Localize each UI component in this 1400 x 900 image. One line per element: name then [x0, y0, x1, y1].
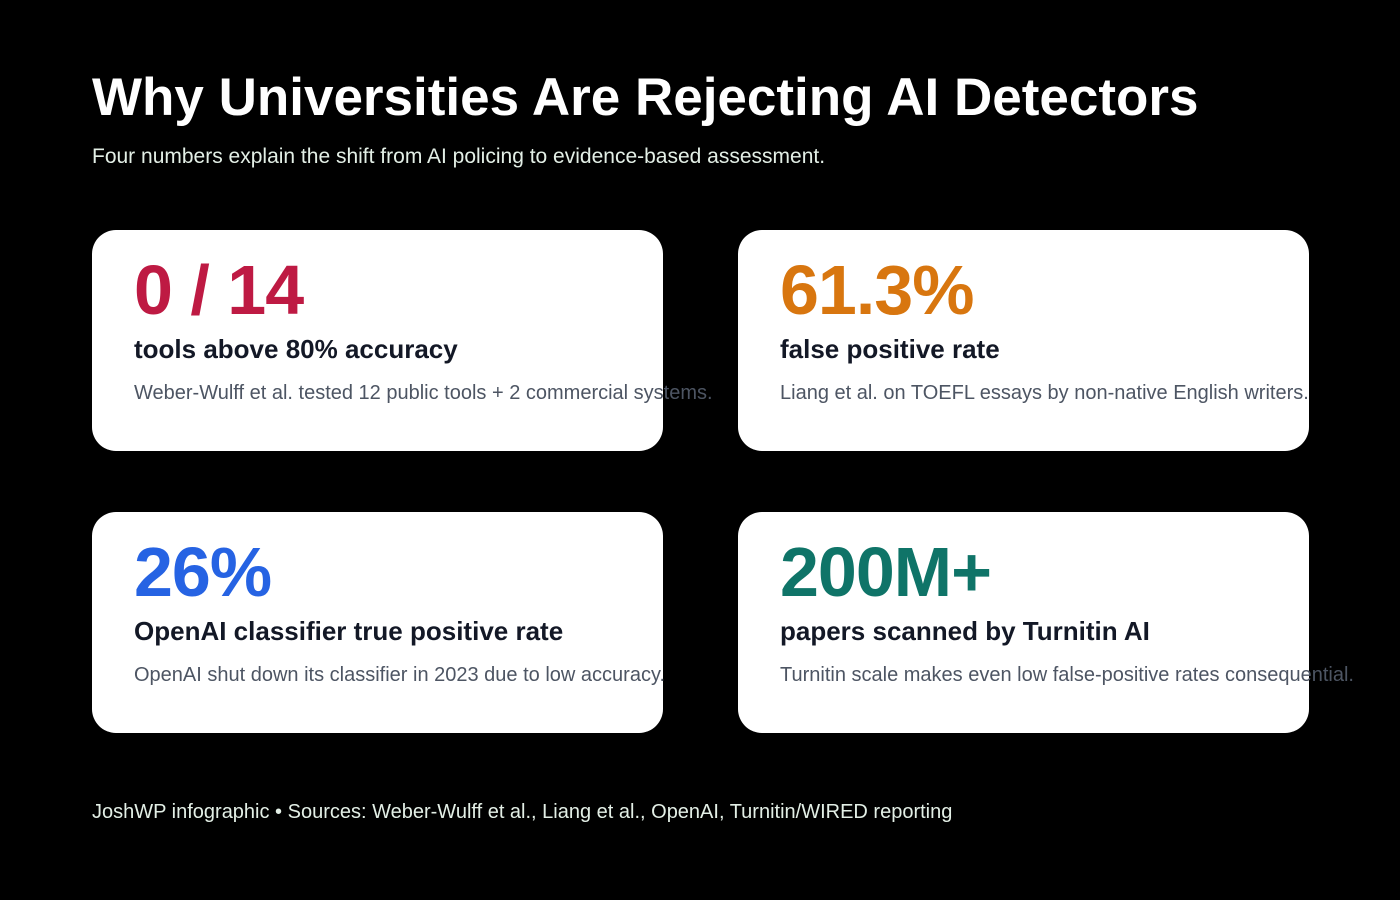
stat-value: 200M+: [780, 533, 992, 611]
page-subtitle: Four numbers explain the shift from AI p…: [92, 145, 826, 168]
stat-value: 26%: [134, 533, 272, 611]
stat-card-openai-classifier: 26% OpenAI classifier true positive rate…: [92, 512, 666, 733]
stat-note: Turnitin scale makes even low false-posi…: [780, 664, 1354, 686]
stat-note: OpenAI shut down its classifier in 2023 …: [134, 664, 666, 686]
stat-card-false-positive-rate: 61.3% false positive rate Liang et al. o…: [738, 230, 1309, 451]
stat-label: OpenAI classifier true positive rate: [134, 616, 564, 646]
stat-card-turnitin-scale: 200M+ papers scanned by Turnitin AI Turn…: [738, 512, 1354, 733]
stat-note: Liang et al. on TOEFL essays by non-nati…: [780, 382, 1309, 404]
stat-value: 61.3%: [780, 251, 974, 329]
page-title: Why Universities Are Rejecting AI Detect…: [92, 68, 1199, 127]
stat-value: 0 / 14: [134, 251, 304, 329]
stat-label: false positive rate: [780, 334, 1000, 364]
stat-label: papers scanned by Turnitin AI: [780, 616, 1150, 646]
stat-card-detector-accuracy: 0 / 14 tools above 80% accuracy Weber-Wu…: [92, 230, 713, 451]
stat-label: tools above 80% accuracy: [134, 334, 458, 364]
stat-note: Weber-Wulff et al. tested 12 public tool…: [134, 382, 713, 404]
source-footer: JoshWP infographic • Sources: Weber-Wulf…: [92, 801, 953, 823]
